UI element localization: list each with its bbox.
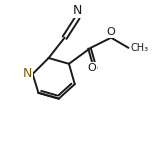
Text: N: N [22,67,32,80]
Text: O: O [107,27,115,37]
Text: N: N [73,4,82,17]
Text: O: O [87,63,96,73]
Text: CH₃: CH₃ [130,43,148,53]
